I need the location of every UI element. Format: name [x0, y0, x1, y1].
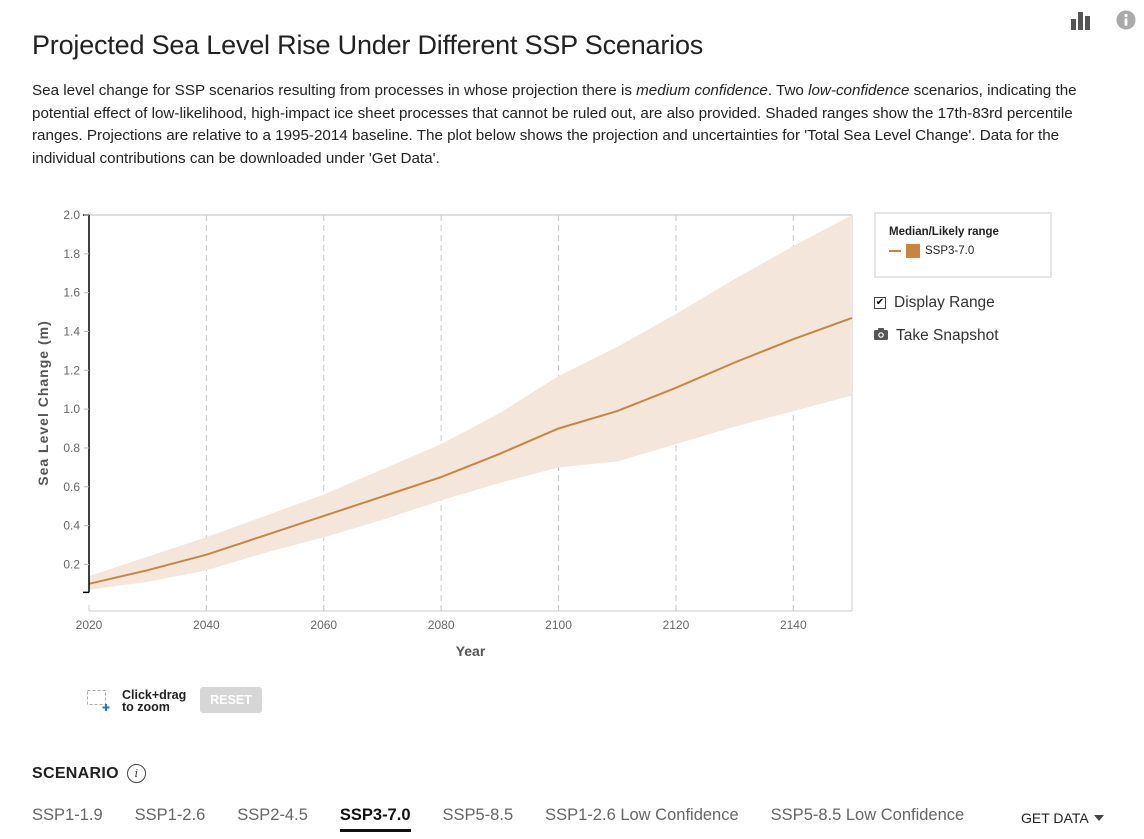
top-toolbar [1070, 10, 1136, 34]
axes: 2020 2040 2060 2080 2100 2120 2140 0.2 0.4 0.6 0.8… [63, 208, 852, 632]
get-data-label: GET DATA [1021, 810, 1089, 826]
x-tick-label: 2120 [663, 618, 690, 632]
y-tick-label: 1.4 [63, 324, 80, 338]
tab-ssp1-2-6[interactable]: SSP1-2.6 [134, 806, 206, 824]
display-range-checkbox[interactable]: ✔ [874, 297, 886, 309]
tab-ssp2-4-5[interactable]: SSP2-4.5 [237, 806, 308, 824]
info-icon[interactable] [1116, 10, 1136, 34]
take-snapshot-button[interactable]: Take Snapshot [874, 327, 999, 345]
y-tick-label: 1.0 [63, 402, 80, 416]
tab-ssp5-8-5-low-confidence[interactable]: SSP5-8.5 Low Confidence [770, 806, 965, 824]
y-tick-label: 0.2 [63, 557, 80, 571]
scenario-label: SCENARIO [32, 764, 119, 782]
tab-ssp5-8-5[interactable]: SSP5-8.5 [442, 806, 514, 824]
tab-ssp1-2-6-low-confidence[interactable]: SSP1-2.6 Low Confidence [545, 806, 739, 824]
x-tick-label: 2080 [428, 618, 455, 632]
likely-range-area-ssp3-7-0 [89, 215, 852, 590]
description-emphasis: low-confidence [808, 82, 910, 99]
tab-ssp3-7-0[interactable]: SSP3-7.0 [339, 806, 411, 832]
y-tick-label: 1.6 [63, 286, 80, 300]
get-data-dropdown[interactable]: GET DATA [1021, 810, 1104, 826]
x-axis-title: Year [456, 643, 486, 659]
legend-title: Median/Likely range [889, 226, 999, 238]
zoom-hint-line-2: to zoom [122, 700, 170, 714]
likely-range-layer [89, 215, 852, 590]
reset-zoom-button[interactable]: RESET [200, 687, 262, 713]
x-tick-label: 2040 [193, 618, 220, 632]
median-line-layer [88, 316, 853, 585]
y-tick-label: 1.2 [63, 363, 80, 377]
description-text: Sea level change for SSP scenarios resul… [32, 82, 637, 99]
y-axis-title: Sea Level Change (m) [35, 320, 51, 486]
bar-chart-icon[interactable] [1070, 10, 1092, 34]
snapshot-label: Take Snapshot [896, 327, 999, 344]
display-range-label: Display Range [894, 294, 995, 311]
zoom-hint-text: Click+drag to zoom [122, 688, 187, 714]
zoom-hint: Click+drag to zoom [86, 687, 186, 715]
legend-range-swatch [906, 244, 920, 258]
sea-level-chart[interactable]: 2020 2040 2060 2080 2100 2120 2140 0.2 0.4 0.6 0.8… [0, 195, 870, 675]
tab-ssp1-1-9[interactable]: SSP1-1.9 [32, 806, 103, 824]
chart-legend: Median/Likely range SSP3-7.0 [874, 212, 1052, 278]
caret-down-icon [1093, 815, 1104, 821]
scenario-info-icon[interactable]: i [126, 764, 146, 783]
median-line-ssp3-7-0 [88, 316, 853, 585]
legend-entry[interactable]: SSP3-7.0 [889, 244, 1037, 258]
y-tick-label: 0.6 [63, 480, 80, 494]
zoom-hint-line-1: Click+drag [122, 688, 187, 702]
description-text: . Two [767, 82, 809, 99]
legend-median-line-swatch [889, 250, 901, 252]
y-tick-label: 1.8 [63, 247, 80, 261]
description-text: scenarios, indicating the potential effe… [32, 82, 1077, 167]
page-description: Sea level change for SSP scenarios resul… [32, 80, 1122, 170]
x-tick-label: 2020 [76, 618, 103, 632]
scenario-header: SCENARIO i [32, 764, 146, 783]
y-tick-label: 0.4 [63, 519, 80, 533]
x-tick-label: 2100 [545, 618, 572, 632]
camera-icon [874, 327, 888, 345]
legend-label: SSP3-7.0 [925, 245, 975, 257]
x-tick-label: 2060 [310, 618, 337, 632]
y-tick-label: 0.8 [63, 441, 80, 455]
y-tick-label: 2.0 [63, 208, 80, 222]
x-tick-label: 2140 [780, 618, 807, 632]
page-title: Projected Sea Level Rise Under Different… [32, 30, 704, 60]
scenario-tabs: SSP1-1.9 SSP1-2.6 SSP2-4.5 SSP3-7.0 SSP5… [32, 806, 996, 832]
description-emphasis: medium confidence [636, 82, 768, 99]
zoom-selection-icon [86, 687, 114, 715]
display-range-toggle[interactable]: ✔ Display Range [874, 294, 995, 312]
